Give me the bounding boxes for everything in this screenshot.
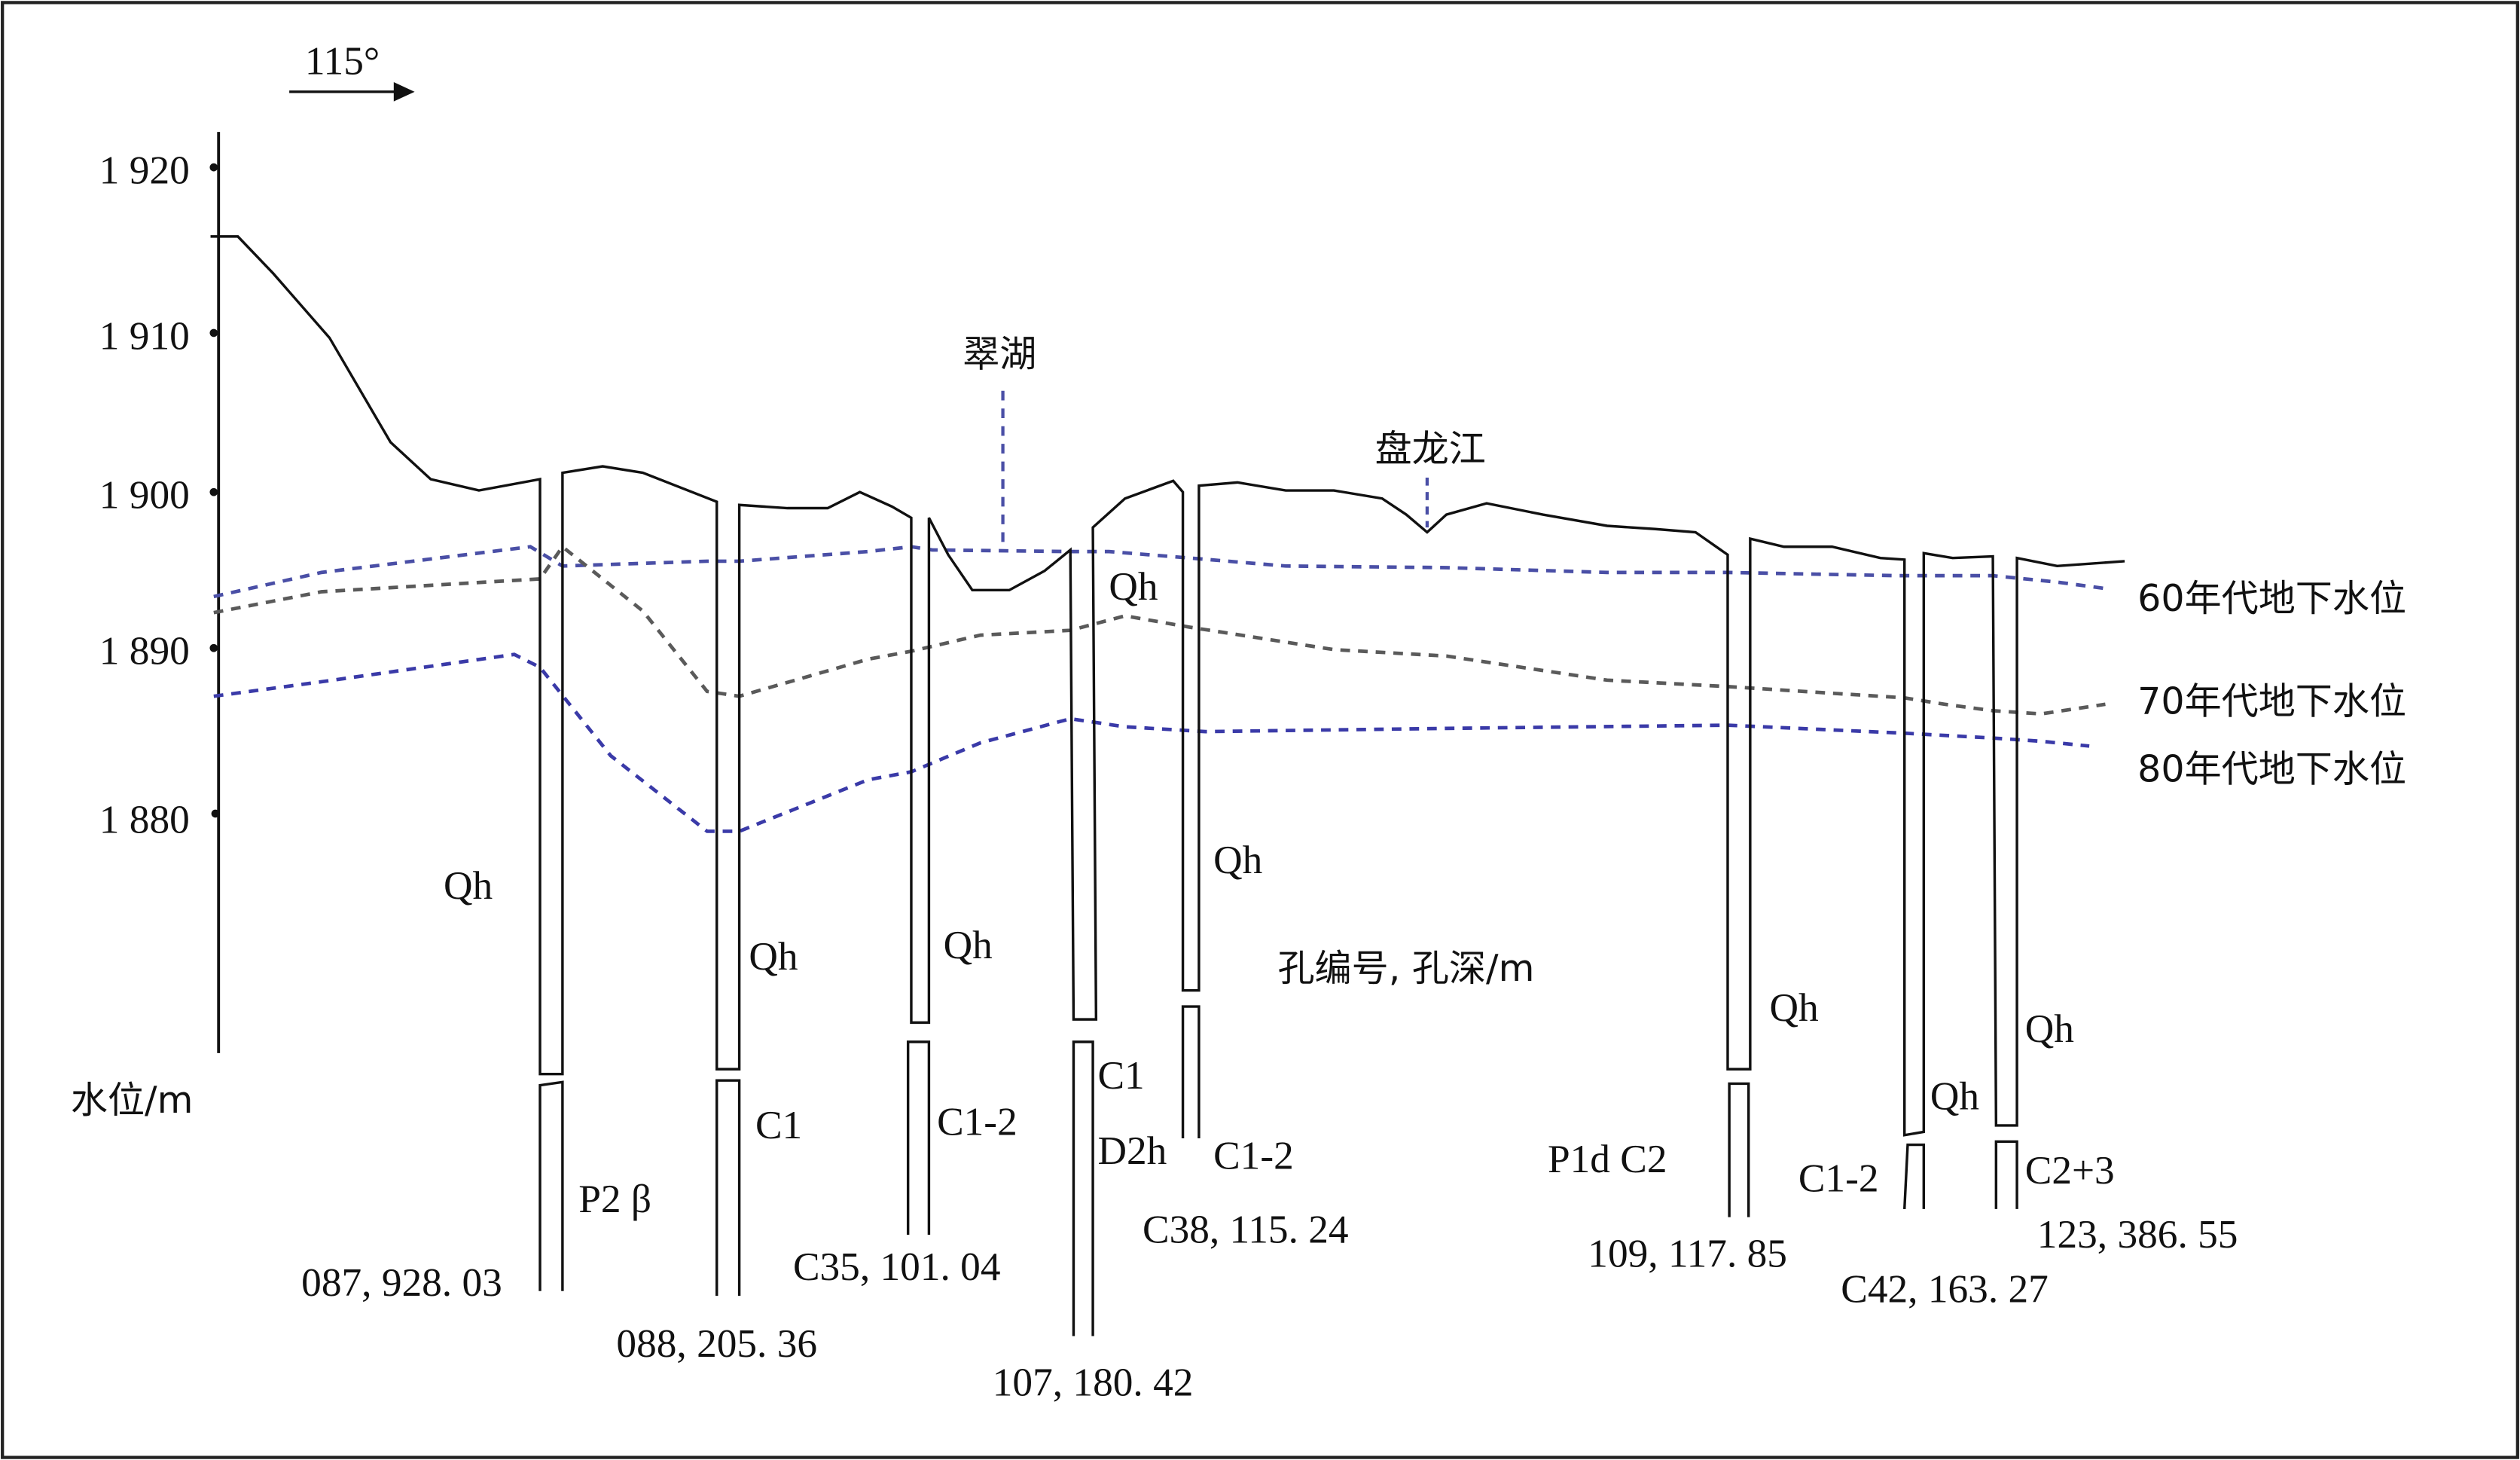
stratum: C2+3 — [2025, 1147, 2115, 1193]
y-tick-label: 1 890 — [99, 628, 190, 673]
borehole-id: C35, 101. 04 — [793, 1244, 1001, 1289]
borehole-lower — [538, 1005, 2018, 1336]
stratum: C1-2 — [937, 1099, 1017, 1144]
note: 孔编号, 孔深/m — [1277, 946, 1534, 990]
borehole-id: 107, 180. 42 — [993, 1359, 1194, 1404]
stratum: Qh — [2025, 1006, 2074, 1051]
borehole-id: 109, 117. 85 — [1588, 1231, 1787, 1276]
borehole-id: 123, 386. 55 — [2037, 1211, 2238, 1257]
y-tick-label: 1 880 — [99, 797, 190, 842]
borehole-id: 087, 928. 03 — [301, 1260, 502, 1305]
stratum: Qh — [1930, 1074, 1979, 1119]
stratum: C1 — [1097, 1052, 1144, 1098]
stratum: Qh — [1769, 985, 1818, 1030]
stratum: C1-2 — [1798, 1155, 1879, 1200]
stratum: Qh — [444, 863, 493, 908]
stratum: Qh — [944, 922, 993, 967]
stratum: Qh — [1213, 837, 1262, 882]
stratum: Qh — [1109, 564, 1158, 609]
y-tick-label: 1 900 — [99, 472, 190, 518]
place-label: 盘龙江 — [1375, 427, 1486, 471]
stratum: C1 — [755, 1102, 802, 1147]
axis-title: 水位/m — [71, 1078, 194, 1122]
stratum: P1d C2 — [1548, 1136, 1667, 1181]
borehole-labels: Qh P2 β 087, 928. 03 Qh C1 088, 205. 36 … — [301, 564, 2238, 1404]
y-tick-label: 1 920 — [99, 147, 190, 192]
axis-dots — [209, 163, 220, 818]
legend-label: 70年代地下水位 — [2137, 680, 2406, 723]
ground-surface — [210, 235, 2125, 1137]
stratum: Qh — [749, 933, 798, 979]
stratum: C1-2 — [1213, 1133, 1294, 1178]
stratum: D2h — [1097, 1128, 1167, 1173]
y-tick-label: 1 910 — [99, 313, 190, 358]
water-level-60s — [213, 545, 2106, 599]
legend-label: 80年代地下水位 — [2137, 747, 2406, 790]
direction: 115° — [305, 38, 380, 83]
arrow-head — [393, 82, 415, 102]
place-label: 翠湖 — [963, 332, 1036, 376]
borehole-id: C38, 115. 24 — [1143, 1207, 1349, 1252]
legend-label: 60年代地下水位 — [2137, 576, 2406, 620]
borehole-id: C42, 163. 27 — [1841, 1266, 2049, 1312]
borehole-id: 088, 205. 36 — [616, 1321, 817, 1366]
stratum: P2 β — [578, 1176, 651, 1221]
